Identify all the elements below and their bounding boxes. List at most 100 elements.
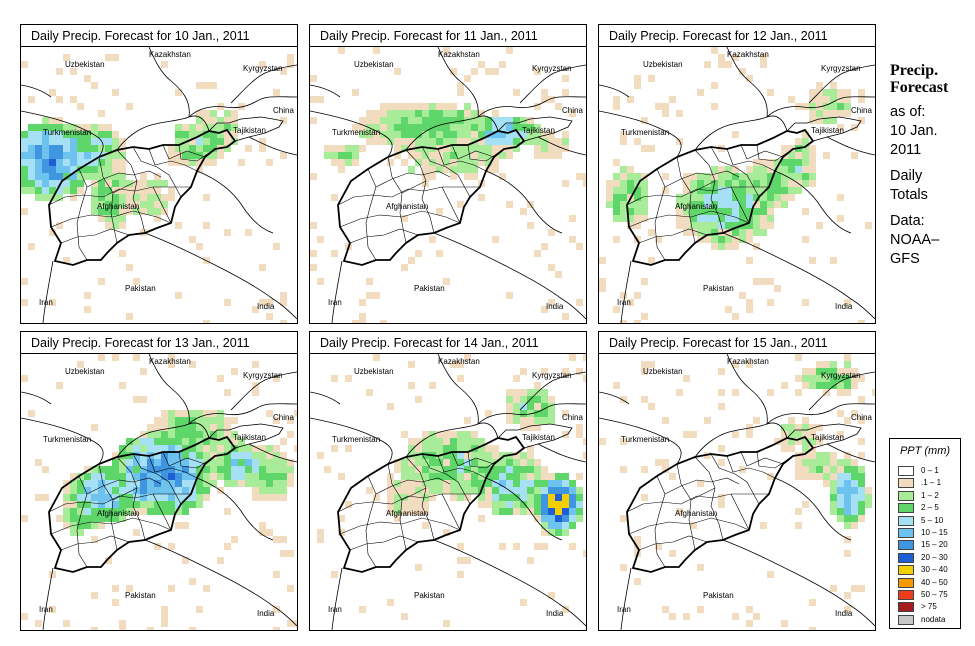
country-label-china: China [562,106,583,115]
country-label-iran: Iran [328,605,342,614]
country-label-india: India [257,302,275,311]
country-label-tajikistan: Tajikistan [522,433,555,442]
country-label-afghanistan: Afghanistan [97,509,139,518]
panel-title: Daily Precip. Forecast for 11 Jan., 2011 [310,25,586,47]
legend-swatch [898,503,914,514]
precip-map: Uzbekistan Kazakhstan Kyrgyzstan China Turkm… [21,47,297,323]
legend-swatch [898,552,914,563]
ppt-legend: PPT (mm) 0 – 1 .1 – 1 1 – 2 2 – 5 5 – 10 10 –… [889,438,961,629]
country-label-iran: Iran [39,298,53,307]
country-label-india: India [835,302,853,311]
country-label-afghanistan: Afghanistan [97,202,139,211]
country-label-india: India [257,609,275,618]
legend-label: 10 – 15 [921,528,948,537]
country-label-turkmenistan: Turkmenistan [43,128,91,137]
legend-label: .1 – 1 [921,478,942,488]
legend-label: 40 – 50 [921,577,948,587]
legend-swatch [898,577,914,588]
as-of-label: as of: [890,104,926,120]
legend-swatch [898,528,914,538]
legend-label: 30 – 40 [921,565,948,575]
precip-map: Uzbekistan Kazakhstan Kyrgyzstan China Turkm… [21,354,297,630]
as-of-date-line1: 10 Jan. [890,123,938,139]
country-label-uzbekistan: Uzbekistan [354,60,394,69]
country-label-kazakhstan: Kazakhstan [438,357,480,366]
country-label-kyrgyzstan: Kyrgyzstan [243,371,283,380]
legend-swatch [898,490,914,501]
data-source-line1: NOAA– [890,232,940,248]
country-label-iran: Iran [617,298,631,307]
as-of-date-line2: 2011 [890,142,922,158]
forecast-panel-10-jan: Daily Precip. Forecast for 10 Jan., 2011… [20,24,298,324]
legend-label: 0 – 1 [921,466,939,475]
country-label-kazakhstan: Kazakhstan [149,357,191,366]
country-label-tajikistan: Tajikistan [811,126,844,135]
forecast-panel-15-jan: Daily Precip. Forecast for 15 Jan., 2011… [598,331,876,631]
precip-map: Uzbekistan Kazakhstan Kyrgyzstan China Turkm… [310,354,586,630]
country-label-tajikistan: Tajikistan [811,433,844,442]
country-label-uzbekistan: Uzbekistan [65,367,105,376]
panel-title: Daily Precip. Forecast for 13 Jan., 2011 [21,332,297,354]
country-label-turkmenistan: Turkmenistan [621,128,669,137]
legend-title: PPT (mm) [899,445,951,457]
legend-swatch [898,515,914,526]
legend-swatch [898,565,914,576]
country-label-kyrgyzstan: Kyrgyzstan [532,64,572,73]
country-label-kyrgyzstan: Kyrgyzstan [532,371,572,380]
country-label-afghanistan: Afghanistan [675,509,717,518]
country-label-turkmenistan: Turkmenistan [621,435,669,444]
country-label-tajikistan: Tajikistan [233,126,266,135]
legend-swatch [898,602,914,613]
forecast-panel-13-jan: Daily Precip. Forecast for 13 Jan., 2011… [20,331,298,631]
country-label-china: China [851,413,872,422]
panel-title: Daily Precip. Forecast for 10 Jan., 2011 [21,25,297,47]
legend-label: 2 – 5 [921,503,939,513]
country-label-tajikistan: Tajikistan [522,126,555,135]
legend-swatch [898,540,914,551]
country-label-afghanistan: Afghanistan [386,509,428,518]
country-label-kyrgyzstan: Kyrgyzstan [821,371,861,380]
panel-title: Daily Precip. Forecast for 14 Jan., 2011 [310,332,586,354]
forecast-info: Precip. Forecast as of: 10 Jan. 2011 Dai… [890,62,970,269]
legend-label: 5 – 10 [921,515,944,525]
legend-label: 20 – 30 [921,552,948,562]
country-label-turkmenistan: Turkmenistan [332,128,380,137]
legend-swatch [898,614,914,625]
legend-swatch [898,466,914,476]
legend-label: 15 – 20 [921,540,948,550]
data-source-line2: GFS [890,251,920,267]
country-label-india: India [546,609,564,618]
country-label-kyrgyzstan: Kyrgyzstan [243,64,283,73]
country-label-iran: Iran [39,605,53,614]
country-label-uzbekistan: Uzbekistan [643,367,683,376]
country-label-uzbekistan: Uzbekistan [65,60,105,69]
country-label-kyrgyzstan: Kyrgyzstan [821,64,861,73]
country-label-kazakhstan: Kazakhstan [727,357,769,366]
legend-label: 50 – 75 [921,590,948,599]
totals-label: Totals [890,187,928,203]
country-label-pakistan: Pakistan [125,284,156,293]
legend-label: 1 – 2 [921,490,939,500]
country-label-iran: Iran [328,298,342,307]
forecast-panel-11-jan: Daily Precip. Forecast for 11 Jan., 2011… [309,24,587,324]
forecast-panel-14-jan: Daily Precip. Forecast for 14 Jan., 2011… [309,331,587,631]
panel-title: Daily Precip. Forecast for 15 Jan., 2011 [599,332,875,354]
country-label-turkmenistan: Turkmenistan [43,435,91,444]
country-label-china: China [851,106,872,115]
info-title-line2: Forecast [890,79,949,96]
country-label-turkmenistan: Turkmenistan [332,435,380,444]
panel-title: Daily Precip. Forecast for 12 Jan., 2011 [599,25,875,47]
precip-map: Uzbekistan Kazakhstan Kyrgyzstan China Turkm… [310,47,586,323]
country-label-india: India [835,609,853,618]
info-title-line1: Precip. [890,62,939,79]
country-label-kazakhstan: Kazakhstan [149,50,191,59]
country-label-kazakhstan: Kazakhstan [438,50,480,59]
country-label-pakistan: Pakistan [414,591,445,600]
country-label-india: India [546,302,564,311]
country-label-kazakhstan: Kazakhstan [727,50,769,59]
daily-label: Daily [890,168,923,184]
country-label-afghanistan: Afghanistan [386,202,428,211]
country-label-pakistan: Pakistan [703,284,734,293]
country-label-tajikistan: Tajikistan [233,433,266,442]
country-label-pakistan: Pakistan [414,284,445,293]
